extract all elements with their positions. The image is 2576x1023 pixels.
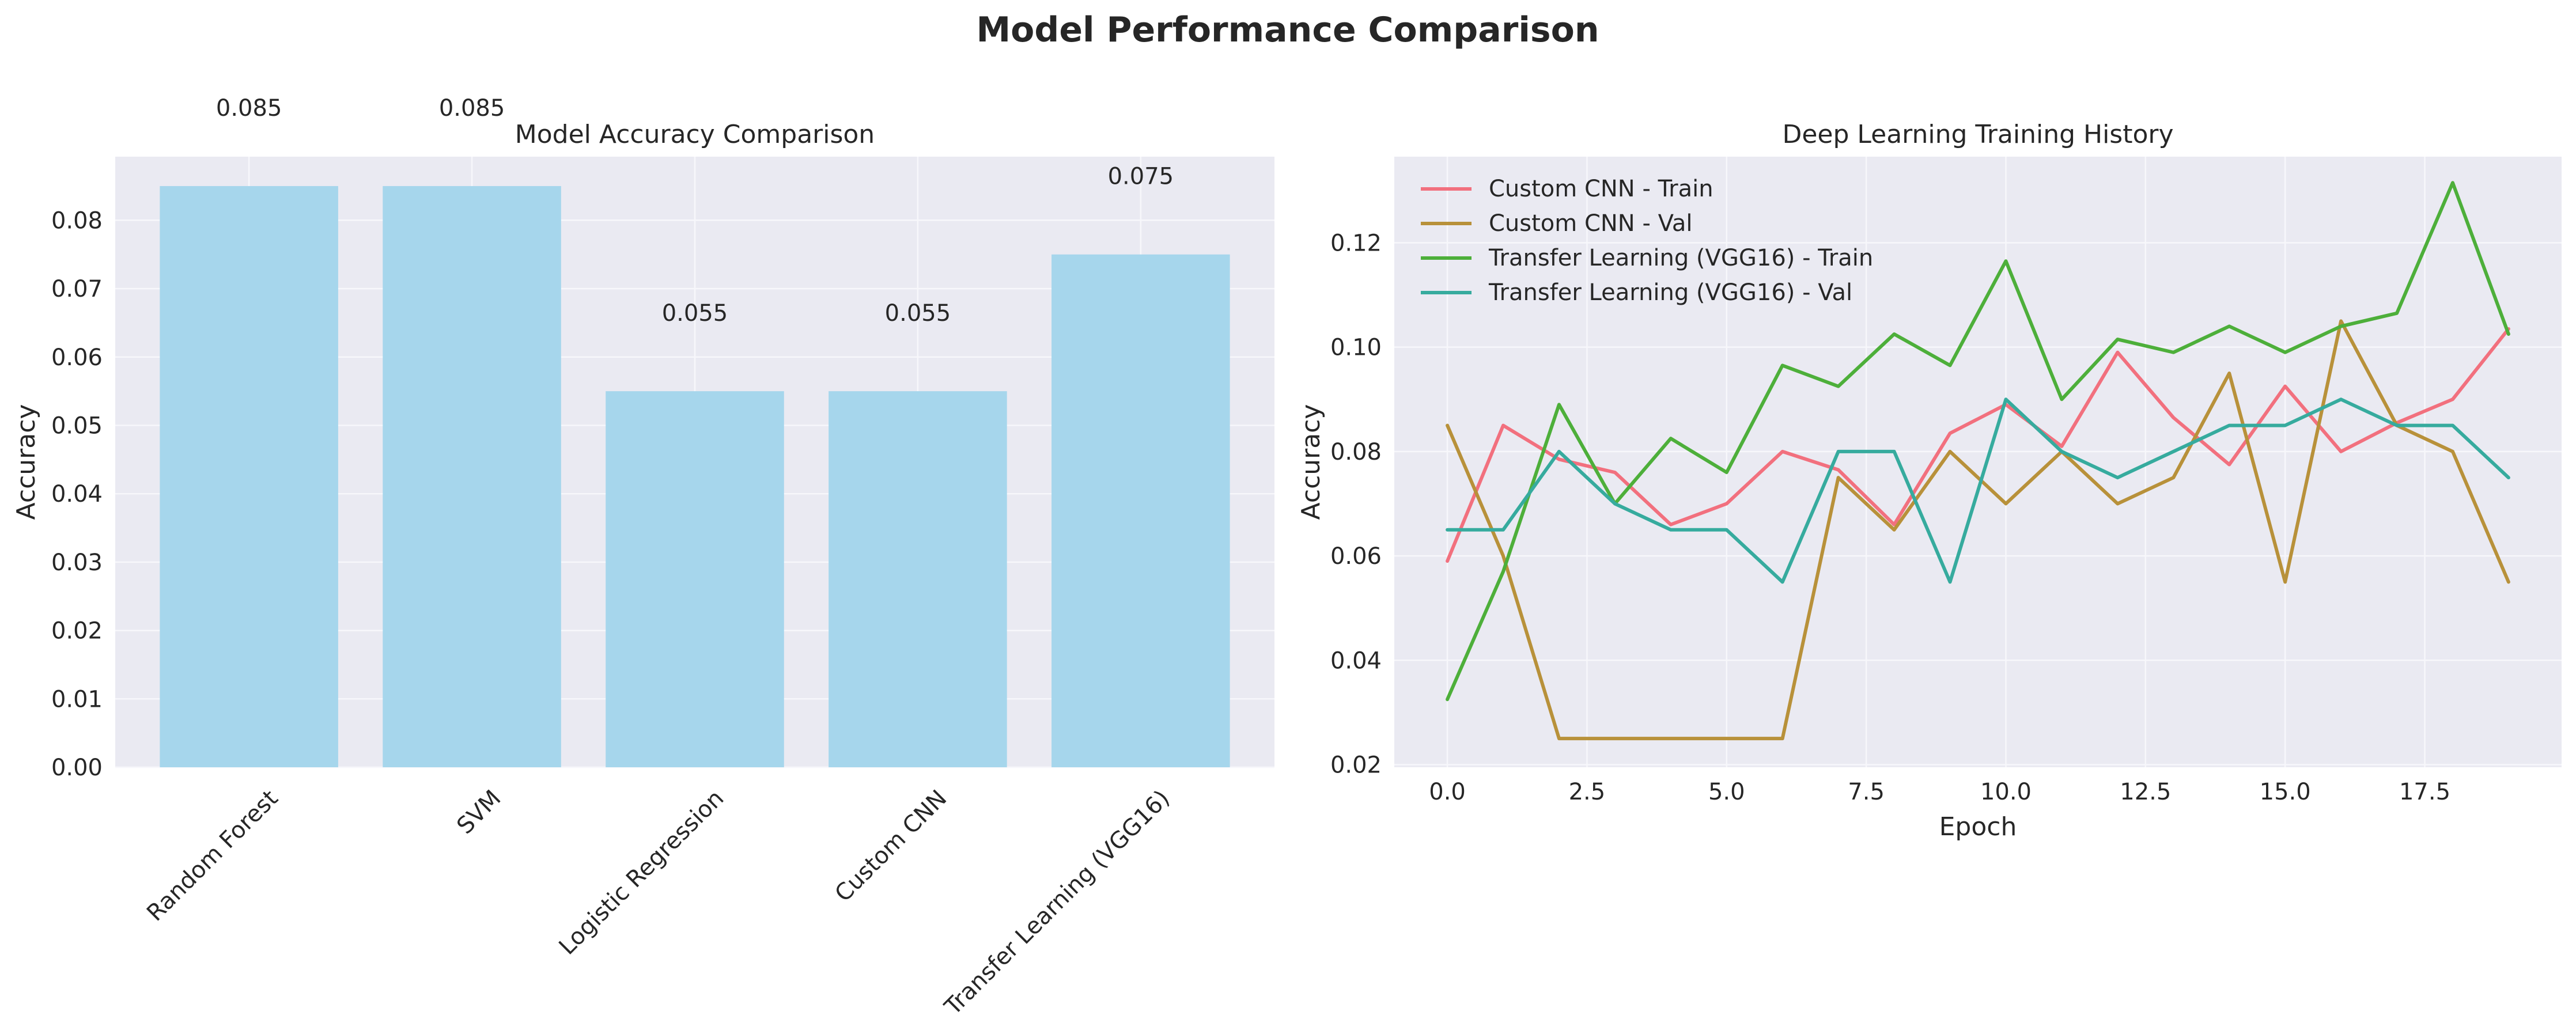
line-chart-panel: 0.02 0.04 0.06 0.08 0.10 0.12 0.0 2.5 5.0 7.5 10.…	[1296, 120, 2562, 842]
bars	[160, 186, 1230, 767]
y-tick-label: 0.02	[1330, 752, 1382, 778]
legend: Custom CNN - Train Custom CNN - Val Transf…	[1421, 176, 1873, 306]
x-tick-label: Logistic Regression	[554, 785, 729, 960]
figure-title: Model Performance Comparison	[976, 10, 1599, 50]
series-lines	[1446, 181, 2510, 741]
series-line	[1446, 319, 2510, 741]
bar	[160, 186, 338, 767]
y-tick-label: 0.12	[1330, 230, 1382, 256]
bar-chart-y-axis-label: Accuracy	[12, 404, 41, 520]
y-tick-label: 0.00	[51, 755, 103, 781]
y-tick-labels: 0.00 0.01 0.02 0.03 0.04 0.05 0.06 0.07 0.08	[51, 207, 103, 781]
y-tick-label: 0.04	[1330, 647, 1382, 674]
bar-value-label: 0.085	[216, 95, 282, 122]
bar-value-label: 0.085	[439, 95, 505, 122]
x-tick-label: Random Forest	[142, 785, 283, 926]
y-tick-label: 0.06	[1330, 543, 1382, 570]
bar-value-label: 0.055	[885, 300, 951, 327]
x-tick-labels: Random Forest SVM Logistic Regression Custo…	[142, 785, 1175, 1021]
x-tick-label: 0.0	[1429, 779, 1466, 805]
series-line	[1446, 397, 2510, 584]
plot-area	[1394, 157, 2562, 767]
bar-value-labels: 0.085 0.085 0.055 0.055 0.075	[216, 95, 1174, 327]
bar-chart-title: Model Accuracy Comparison	[515, 120, 875, 149]
line-chart-x-axis-label: Epoch	[1939, 812, 2017, 842]
x-tick-label: 7.5	[1848, 779, 1885, 805]
bar	[383, 186, 561, 767]
x-tick-label: 2.5	[1569, 779, 1606, 805]
y-tick-label: 0.08	[51, 207, 103, 234]
x-tick-label: 5.0	[1708, 779, 1745, 805]
y-tick-label: 0.06	[51, 344, 103, 371]
y-tick-label: 0.02	[51, 618, 103, 645]
legend-label: Transfer Learning (VGG16) - Train	[1488, 245, 1873, 271]
y-tick-label: 0.04	[51, 481, 103, 507]
line-chart-title: Deep Learning Training History	[1782, 120, 2173, 149]
y-tick-label: 0.03	[51, 550, 103, 576]
legend-label: Custom CNN - Val	[1489, 210, 1692, 237]
x-tick-labels: 0.0 2.5 5.0 7.5 10.0 12.5 15.0 17.5	[1429, 779, 2450, 805]
series-line	[1446, 181, 2510, 702]
y-tick-label: 0.07	[51, 276, 103, 302]
x-tick-label: 15.0	[2260, 779, 2311, 805]
bar-value-label: 0.075	[1108, 164, 1174, 190]
bar	[829, 391, 1007, 767]
bar	[606, 391, 784, 767]
x-tick-label: 10.0	[1980, 779, 2032, 805]
legend-label: Custom CNN - Train	[1489, 176, 1713, 202]
y-tick-label: 0.08	[1330, 439, 1382, 465]
legend-label: Transfer Learning (VGG16) - Val	[1488, 279, 1852, 306]
x-tick-label: SVM	[452, 785, 506, 839]
y-tick-labels: 0.02 0.04 0.06 0.08 0.10 0.12	[1330, 230, 1382, 778]
x-tick-label: Transfer Learning (VGG16)	[939, 785, 1175, 1021]
x-tick-label: 12.5	[2120, 779, 2171, 805]
series-line	[1446, 327, 2510, 563]
y-tick-label: 0.05	[51, 412, 103, 439]
line-chart-y-axis-label: Accuracy	[1296, 404, 1326, 520]
x-tick-label: 17.5	[2399, 779, 2450, 805]
bar-value-label: 0.055	[662, 300, 728, 327]
y-tick-label: 0.01	[51, 686, 103, 713]
y-tick-label: 0.10	[1330, 335, 1382, 361]
bar	[1051, 254, 1230, 767]
x-tick-label: Custom CNN	[830, 785, 952, 907]
